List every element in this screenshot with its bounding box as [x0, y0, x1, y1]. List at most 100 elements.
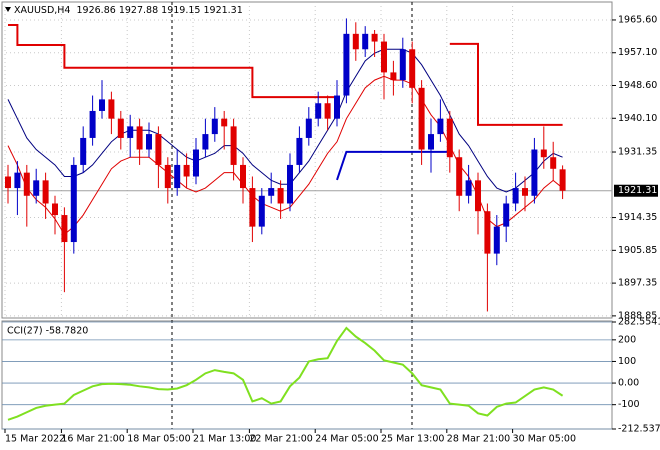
open-value: 1926.86	[77, 5, 116, 16]
candle-body	[155, 134, 162, 165]
candle-body	[305, 118, 312, 138]
y-tick-label: 1965.60	[618, 14, 657, 25]
candle-body	[381, 41, 387, 73]
y-tick-label: 1905.85	[618, 245, 657, 256]
candle-body	[230, 126, 237, 165]
symbol: XAUUSD,H4	[14, 5, 70, 16]
candle-body	[277, 188, 284, 204]
low-value: 1919.15	[161, 5, 200, 16]
candle-body	[61, 215, 68, 243]
candle-body	[174, 164, 181, 189]
candle-body	[202, 134, 209, 150]
candle-body	[221, 118, 228, 127]
candle-body	[446, 118, 453, 158]
x-tick-label: 15 Mar 2022	[5, 434, 65, 445]
candle-body	[127, 126, 134, 138]
y-tick-label: 282.5541	[618, 317, 660, 328]
candle-body	[531, 149, 538, 196]
candle-body	[493, 226, 500, 254]
price-label: 1921.31	[618, 185, 657, 196]
candle-body	[390, 72, 397, 81]
candle-body	[512, 188, 519, 204]
candle-body	[371, 33, 378, 42]
candle-body	[268, 188, 275, 196]
x-tick-label: 25 Mar 13:00	[381, 434, 444, 445]
candle-body	[362, 33, 369, 50]
y-tick-label: 200	[618, 334, 636, 345]
y-tick-label: 1940.10	[618, 113, 657, 124]
candle-body	[108, 99, 115, 119]
candle-body	[559, 169, 566, 191]
main-panel	[1, 1, 613, 319]
candle-body	[14, 172, 21, 189]
cci-line	[7, 326, 564, 421]
x-tick-label: 30 Mar 05:00	[513, 434, 576, 445]
indicator-panel	[1, 320, 613, 430]
header-text: XAUUSD,H4 1926.86 1927.88 1919.15 1921.3…	[14, 5, 243, 16]
candle-body	[475, 180, 481, 212]
candle-body	[484, 211, 491, 254]
candle-body	[409, 49, 416, 88]
candle-body	[249, 188, 256, 227]
y-tick-label: 1914.35	[618, 212, 657, 223]
candle-body	[296, 137, 303, 165]
candle-body	[136, 126, 143, 150]
close-value: 1921.31	[203, 5, 242, 16]
price-label-bg	[614, 184, 658, 197]
candle-body	[193, 149, 199, 177]
candle-body	[33, 180, 40, 196]
candle-body	[456, 157, 463, 196]
menu-arrow	[5, 7, 11, 12]
candle-body	[334, 95, 340, 119]
x-tick-label: 21 Mar 13:00	[193, 434, 256, 445]
y-tick-label: -100	[618, 399, 640, 410]
candle-body	[287, 164, 293, 204]
y-tick-label: 1897.35	[618, 278, 657, 289]
y-tick-label: -212.5375	[618, 424, 660, 435]
candle-body	[428, 134, 434, 150]
candle-body	[352, 33, 359, 50]
candle-body	[550, 157, 557, 169]
y-tick-label: 1957.10	[618, 47, 657, 58]
x-tick-label: 28 Mar 21:00	[447, 434, 510, 445]
indicator-title: CCI(27) -58.7820	[7, 326, 88, 337]
candle-body	[23, 172, 30, 196]
step-line	[8, 23, 563, 126]
y-tick-label: 0.00	[618, 378, 639, 389]
candle-body	[52, 203, 58, 216]
step-line	[336, 150, 450, 181]
candle-body	[399, 49, 406, 81]
candle-body	[5, 176, 11, 189]
candle-body	[211, 118, 218, 135]
candle-body	[324, 103, 331, 119]
candle-body	[183, 164, 190, 177]
candle-body	[522, 188, 528, 196]
y-tick-label: 1931.35	[618, 147, 657, 158]
candle-body	[240, 164, 246, 189]
candle-body	[42, 180, 49, 204]
x-tick-label: 16 Mar 21:00	[61, 434, 124, 445]
marks	[5, 18, 566, 421]
candle-body	[437, 118, 444, 135]
candle-body	[418, 87, 425, 150]
candle-body	[80, 137, 87, 165]
y-tick-label: 1948.60	[618, 80, 657, 91]
x-tick-label: 24 Mar 05:00	[315, 434, 378, 445]
candle-body	[89, 110, 96, 138]
candle-body	[540, 149, 547, 158]
candle-body	[343, 33, 350, 96]
candle-body	[117, 118, 124, 138]
candle-body	[258, 195, 265, 227]
x-tick-label: 22 Mar 21:00	[249, 434, 312, 445]
high-value: 1927.88	[119, 5, 158, 16]
candle-body	[315, 103, 322, 119]
header: XAUUSD,H4 1926.86 1927.88 1919.15 1921.3…	[5, 5, 243, 16]
candle-body	[99, 99, 105, 111]
candle-body	[146, 134, 152, 150]
candle-body	[503, 203, 510, 227]
x-tick-label: 18 Mar 05:00	[127, 434, 190, 445]
y-tick-label: 100	[618, 356, 636, 367]
moving-average	[7, 75, 563, 236]
y-tick-label: 1888.85	[618, 310, 657, 321]
